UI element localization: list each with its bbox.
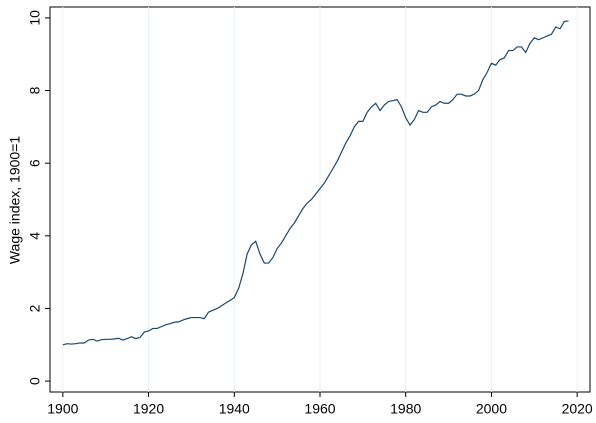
y-tick-label: 8 — [27, 86, 43, 94]
y-tick-label: 2 — [27, 304, 43, 312]
y-tick-label: 10 — [27, 10, 43, 26]
y-axis-label: Wage index, 1900=1 — [7, 136, 23, 265]
y-tick-label: 0 — [27, 377, 43, 385]
x-tick-label: 1960 — [304, 401, 335, 417]
x-tick-label: 1920 — [133, 401, 164, 417]
y-tick-label: 6 — [27, 159, 43, 167]
y-tick-label: 4 — [27, 232, 43, 240]
x-tick-label: 1900 — [47, 401, 78, 417]
line — [62, 20, 569, 346]
x-tick-label: 1980 — [390, 401, 421, 417]
x-tick-label: 2000 — [476, 401, 507, 417]
x-tick-label: 2020 — [562, 401, 593, 417]
x-tick-label: 1940 — [219, 401, 250, 417]
